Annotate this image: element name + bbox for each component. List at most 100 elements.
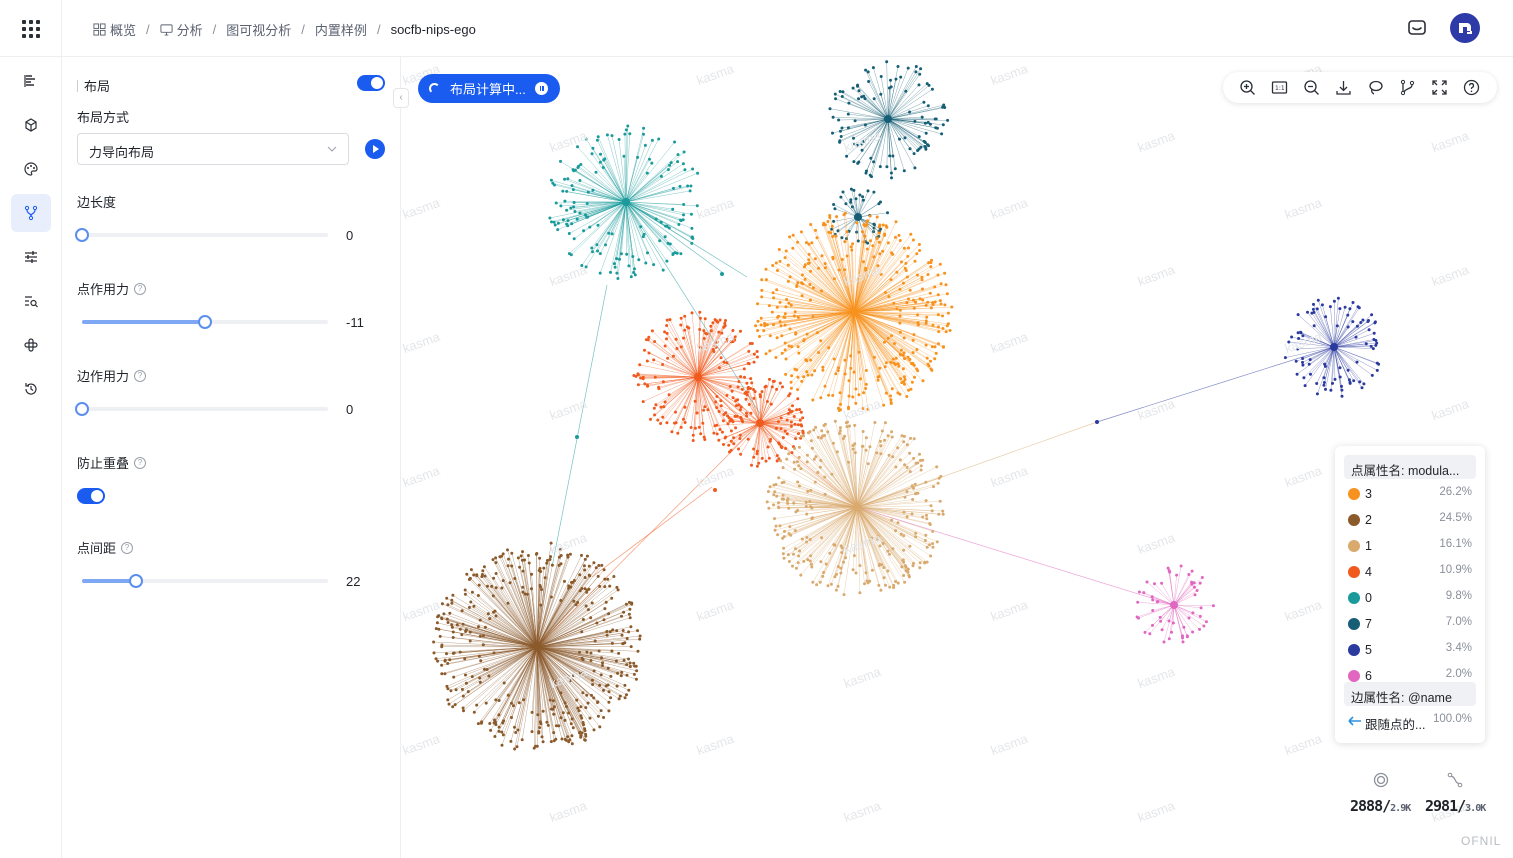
download-icon[interactable] [1335, 79, 1352, 96]
breadcrumb-graph-analysis[interactable]: 图可视分析 [226, 23, 292, 38]
help-icon[interactable] [1463, 79, 1480, 96]
help-icon[interactable]: ? [134, 369, 147, 382]
layout-enabled-toggle[interactable] [357, 75, 385, 91]
breadcrumb-analysis[interactable]: 分析 [160, 20, 203, 39]
avatar[interactable] [1450, 13, 1480, 43]
collapse-panel-button[interactable]: ‹ [393, 88, 409, 108]
sidebar-item-history[interactable] [11, 370, 51, 408]
bridge-node[interactable] [713, 488, 717, 492]
spinner-icon [429, 83, 440, 94]
pause-icon[interactable] [535, 82, 548, 95]
inter-cluster-edge [856, 506, 1175, 606]
sidebar-item-palette[interactable] [11, 150, 51, 188]
node-force-label: 点作用力? [77, 279, 147, 298]
sidebar-item-plugin[interactable] [11, 326, 51, 364]
legend-item-7[interactable]: 7 7.0% [1348, 616, 1472, 632]
inter-cluster-edge [551, 284, 608, 568]
cluster[interactable] [1135, 564, 1215, 644]
legend-item-6[interactable]: 6 2.0% [1348, 668, 1472, 684]
cluster[interactable] [632, 310, 759, 442]
legend-panel: 点属性名: modula... 3 26.2% 2 24.5% 1 16.1% 4 10.9%… [1335, 446, 1485, 743]
edge-legend-header[interactable]: 边属性名: @name [1344, 682, 1476, 706]
cube-icon [25, 118, 37, 132]
breadcrumb-overview[interactable]: 概览 [93, 20, 136, 39]
cluster[interactable] [765, 419, 945, 597]
edge-length-slider[interactable] [75, 228, 328, 242]
edge-length-value: 0 [346, 228, 354, 243]
lasso-icon[interactable] [1367, 79, 1384, 96]
bridge-node[interactable] [1095, 420, 1099, 424]
layout-mode-label: 布局方式 [77, 110, 130, 125]
node-force-slider[interactable] [82, 315, 328, 329]
feedback-icon[interactable] [1406, 17, 1428, 39]
zoom-out-icon[interactable] [1303, 79, 1320, 96]
node-count: 2888/2.9K [1350, 797, 1411, 815]
sidebar-item-search[interactable] [11, 282, 51, 320]
plugin-icon [24, 338, 38, 352]
zoom-in-icon[interactable] [1239, 79, 1256, 96]
cluster[interactable] [830, 187, 889, 245]
fullscreen-icon[interactable] [1431, 79, 1448, 96]
prevent-overlap-label: 防止重叠? [77, 453, 147, 472]
legend-item-3[interactable]: 3 26.2% [1348, 486, 1472, 502]
legend-color-dot [1348, 514, 1360, 526]
edge-length-handle[interactable] [75, 228, 89, 242]
prevent-overlap-toggle[interactable] [77, 488, 105, 504]
sidebar-item-layout[interactable] [11, 194, 51, 232]
graph-canvas[interactable]: kasma kasma kasma kasma kasma kasma kasma kasma… [402, 57, 1513, 858]
run-layout-button[interactable] [365, 139, 385, 159]
cluster[interactable] [432, 541, 642, 751]
legend-item-1[interactable]: 1 16.1% [1348, 538, 1472, 554]
legend-color-dot [1348, 488, 1360, 500]
breadcrumb: 概览 / 分析 / 图可视分析 / 内置样例 / socfb-nips-ego [93, 20, 476, 39]
help-icon[interactable]: ? [134, 456, 147, 469]
cluster[interactable] [1283, 296, 1381, 398]
edge-legend-item[interactable]: 跟随点的... 100.0% [1348, 713, 1472, 732]
node-spacing-slider[interactable] [82, 574, 328, 588]
legend-color-dot [1348, 592, 1360, 604]
legend-item-0[interactable]: 0 9.8% [1348, 590, 1472, 606]
cluster[interactable] [828, 60, 950, 180]
bridge-node[interactable] [720, 272, 724, 276]
top-bar [0, 0, 1513, 57]
breadcrumb-builtin-samples[interactable]: 内置样例 [314, 23, 367, 38]
list-search-icon [25, 296, 38, 308]
node-count-icon [1373, 772, 1389, 788]
sidebar-item-filter[interactable] [11, 238, 51, 276]
legend-item-5[interactable]: 5 3.4% [1348, 642, 1472, 658]
edge-force-value: 0 [346, 402, 354, 417]
cluster[interactable] [548, 124, 700, 281]
layout-mode-select[interactable]: 力导向布局 [77, 133, 349, 165]
inter-cluster-edge [1096, 346, 1335, 423]
help-icon[interactable]: ? [121, 541, 134, 554]
legend-color-dot [1348, 540, 1360, 552]
edge-count-icon [1447, 772, 1463, 788]
legend-color-dot [1348, 566, 1360, 578]
fit-icon[interactable]: 1:1 [1271, 79, 1288, 96]
node-force-handle[interactable] [198, 315, 212, 329]
help-icon[interactable]: ? [134, 282, 147, 295]
bridge-node[interactable] [575, 435, 579, 439]
network-graph[interactable] [402, 57, 1513, 858]
brand-mark: OFNIL [1461, 834, 1502, 848]
cluster[interactable] [715, 377, 805, 468]
edge-force-slider[interactable] [75, 402, 328, 416]
user-logo-icon [1459, 23, 1472, 34]
node-legend-header[interactable]: 点属性名: modula... [1344, 455, 1476, 479]
path-icon[interactable] [1399, 79, 1416, 96]
legend-item-4[interactable]: 4 10.9% [1348, 564, 1472, 580]
edge-force-handle[interactable] [75, 402, 89, 416]
chevron-down-icon [327, 146, 337, 152]
node-spacing-label: 点间距? [77, 538, 134, 557]
sidebar-item-layers[interactable] [11, 62, 51, 100]
legend-item-2[interactable]: 2 24.5% [1348, 512, 1472, 528]
sidebar-item-cube[interactable] [11, 106, 51, 144]
app-grid-icon[interactable] [22, 20, 40, 38]
svg-text:1:1: 1:1 [1275, 85, 1285, 92]
cluster[interactable] [754, 211, 954, 412]
node-force-value: -11 [346, 315, 364, 330]
edge-count: 2981/3.0K [1425, 797, 1486, 815]
legend-color-dot [1348, 644, 1360, 656]
node-spacing-handle[interactable] [129, 574, 144, 588]
legend-color-dot [1348, 618, 1360, 630]
